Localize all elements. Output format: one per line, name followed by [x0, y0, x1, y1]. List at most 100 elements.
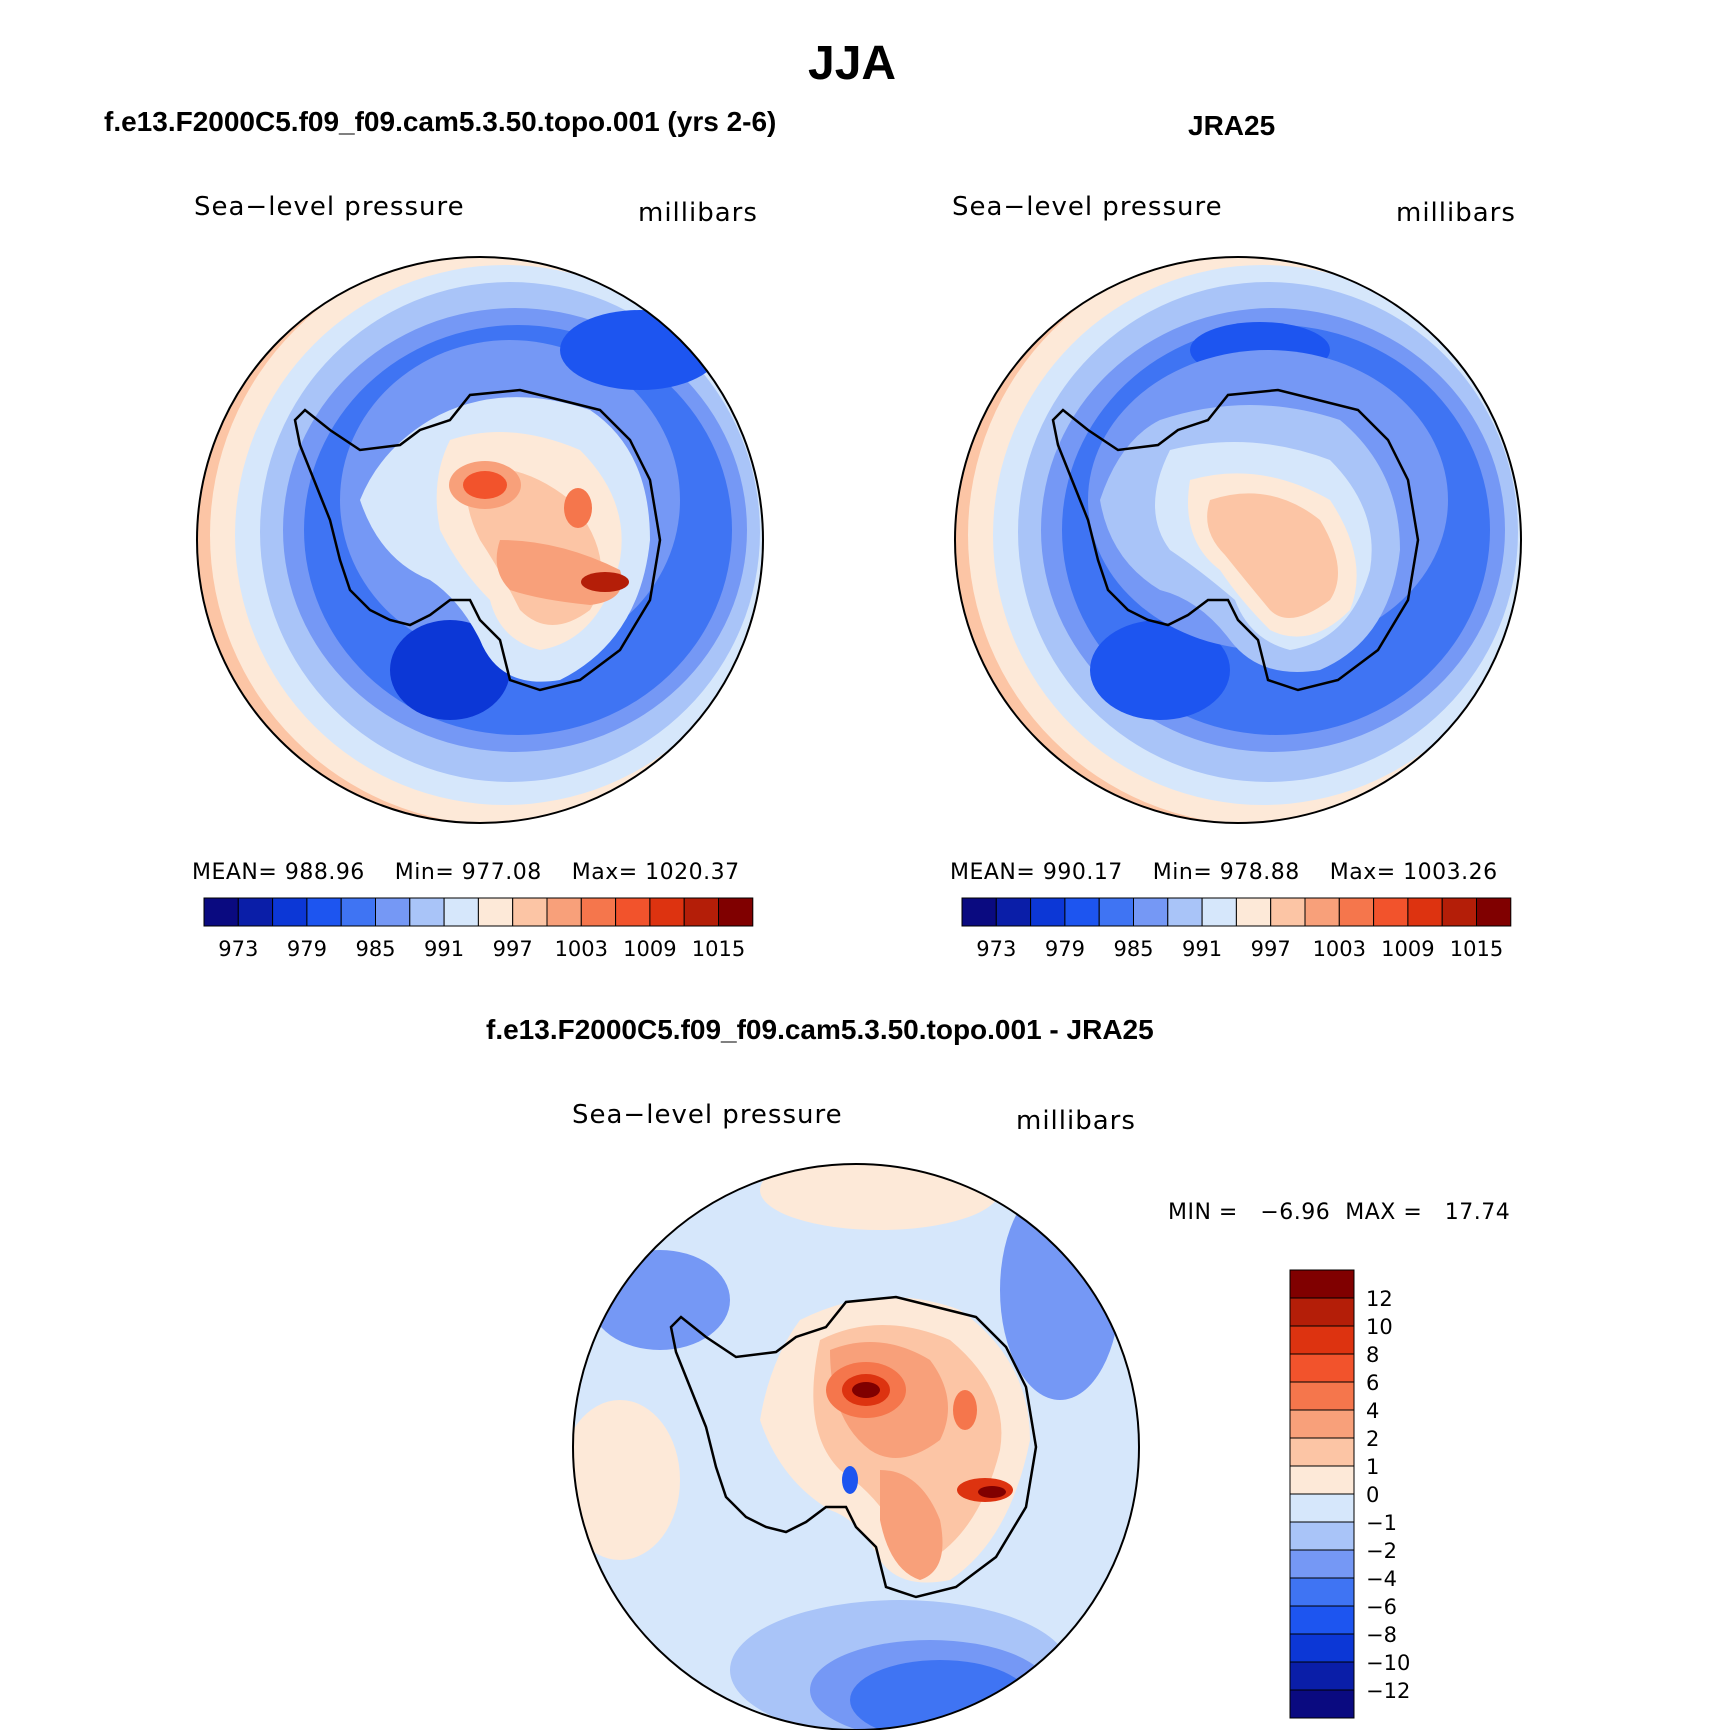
colorbar-swatch: [272, 897, 308, 927]
panel2-max-value: 1003.26: [1403, 860, 1498, 885]
colorbar-swatch: [203, 897, 239, 927]
colorbar-swatch: [306, 897, 342, 927]
panel3-variable-label: Sea−level pressure: [572, 1100, 843, 1130]
colorbar-swatch: [1133, 897, 1169, 927]
colorbar-swatch: [1289, 1661, 1355, 1691]
panel2-mean-label: MEAN=: [950, 860, 1036, 885]
colorbar-tick-label: 997: [1251, 937, 1291, 961]
colorbar-tick-label: 6: [1366, 1371, 1379, 1395]
colorbar-swatch: [1235, 897, 1272, 927]
panel3-stats: MIN = −6.96 MAX = 17.74: [1168, 1200, 1510, 1225]
colorbar-swatch: [1201, 897, 1237, 927]
colorbar-tick-label: 979: [287, 937, 327, 961]
panel1-stats: MEAN= 988.96 Min= 977.08 Max= 1020.37: [192, 860, 740, 885]
panel3-units-label: millibars: [1016, 1106, 1136, 1136]
colorbar-swatch: [1441, 897, 1477, 927]
colorbar-swatch: [1030, 897, 1066, 927]
colorbar-tick-label: 1003: [1313, 937, 1366, 961]
colorbar-swatch: [1289, 1521, 1355, 1551]
panel3-min-label: MIN =: [1168, 1200, 1238, 1225]
colorbar-swatch: [1289, 1633, 1355, 1663]
colorbar-swatch: [1289, 1689, 1355, 1719]
colorbar-swatch: [1373, 897, 1409, 927]
panel3-max-value: 17.74: [1444, 1200, 1511, 1225]
panel1-mean-value: 988.96: [284, 860, 365, 885]
panel2-min-value: 978.88: [1219, 860, 1300, 885]
panel2-variable-label: Sea−level pressure: [952, 192, 1223, 222]
panel1-max-label: Max=: [571, 860, 638, 885]
colorbar-swatch: [477, 897, 514, 927]
colorbar-tick-label: −1: [1366, 1511, 1397, 1535]
colorbar-tick-label: 1: [1366, 1455, 1379, 1479]
colorbar-swatch: [1289, 1325, 1355, 1355]
colorbar-swatch: [1289, 1269, 1355, 1299]
colorbar-tick-label: 991: [424, 937, 464, 961]
colorbar-swatch: [1289, 1381, 1355, 1411]
colorbar-tick-label: 1003: [555, 937, 608, 961]
colorbar-swatch: [961, 897, 997, 927]
panel2-mean-value: 990.17: [1042, 860, 1123, 885]
panel3-max-label: MAX =: [1345, 1200, 1423, 1225]
panel1-mean-label: MEAN=: [192, 860, 278, 885]
colorbar-swatch: [1289, 1577, 1355, 1607]
colorbar-swatch: [1270, 897, 1306, 927]
colorbar-swatch: [443, 897, 479, 927]
panel3-title: f.e13.F2000C5.f09_f09.cam5.3.50.topo.001…: [486, 1014, 1154, 1045]
colorbar-tick-label: 979: [1045, 937, 1085, 961]
colorbar-swatch: [546, 897, 582, 927]
colorbar-tick-label: −12: [1366, 1679, 1410, 1703]
colorbar-swatch: [1289, 1493, 1355, 1523]
colorbar-swatch: [1289, 1437, 1355, 1467]
colorbar-tick-label: 4: [1366, 1399, 1379, 1423]
colorbar-tick-label: 10: [1366, 1315, 1393, 1339]
colorbar-swatch: [649, 897, 685, 927]
colorbar-swatch: [718, 897, 754, 927]
colorbar-tick-label: 997: [493, 937, 533, 961]
colorbar-tick-label: 985: [355, 937, 395, 961]
colorbar-swatch: [615, 897, 651, 927]
colorbar-tick-label: 1015: [692, 937, 745, 961]
colorbar-swatch: [580, 897, 617, 927]
colorbar-swatch: [375, 897, 411, 927]
colorbar-tick-label: 1009: [1381, 937, 1434, 961]
panel2-stats: MEAN= 990.17 Min= 978.88 Max= 1003.26: [950, 860, 1498, 885]
panel2-max-label: Max=: [1329, 860, 1396, 885]
colorbar-tick-label: 0: [1366, 1483, 1379, 1507]
panel1-map: [197, 257, 763, 823]
colorbar-tick-label: 973: [218, 937, 258, 961]
colorbar-swatch: [1476, 897, 1512, 927]
colorbar-swatch: [1289, 1409, 1355, 1439]
colorbar-tick-label: 1015: [1450, 937, 1503, 961]
panel1-units-label: millibars: [638, 198, 758, 228]
panel1-min-label: Min=: [394, 860, 455, 885]
colorbar-tick-label: 973: [976, 937, 1016, 961]
panel2-map: [955, 257, 1521, 823]
colorbar-swatch: [1167, 897, 1203, 927]
colorbar-swatch: [512, 897, 548, 927]
panel2-units-label: millibars: [1396, 198, 1516, 228]
colorbar-swatch: [1407, 897, 1443, 927]
colorbar-tick-label: 1009: [623, 937, 676, 961]
colorbar-swatch: [995, 897, 1032, 927]
panel1-colorbar: 973 979 985 991 997 1003 1009 1015: [203, 897, 754, 961]
colorbar-tick-label: −4: [1366, 1567, 1397, 1591]
panel1-min-value: 977.08: [461, 860, 542, 885]
colorbar-swatch: [683, 897, 720, 927]
colorbar-tick-label: −10: [1366, 1651, 1410, 1675]
colorbar-swatch: [237, 897, 274, 927]
colorbar-tick-label: −2: [1366, 1539, 1397, 1563]
colorbar-swatch: [1289, 1297, 1355, 1327]
colorbar-swatch: [1289, 1465, 1355, 1495]
colorbar-tick-label: 12: [1366, 1287, 1393, 1311]
colorbar-tick-label: −8: [1366, 1623, 1397, 1647]
panel2-min-label: Min=: [1152, 860, 1213, 885]
colorbar-swatch: [1289, 1605, 1355, 1635]
colorbar-tick-label: 985: [1113, 937, 1153, 961]
panel1-title: f.e13.F2000C5.f09_f09.cam5.3.50.topo.001…: [104, 106, 777, 137]
panel2-colorbar: 973 979 985 991 997 1003 1009 1015: [961, 897, 1512, 961]
page-title: JJA: [808, 37, 897, 90]
panel2-title: JRA25: [1188, 110, 1276, 141]
colorbar-swatch: [1338, 897, 1375, 927]
colorbar-tick-label: 991: [1182, 937, 1222, 961]
